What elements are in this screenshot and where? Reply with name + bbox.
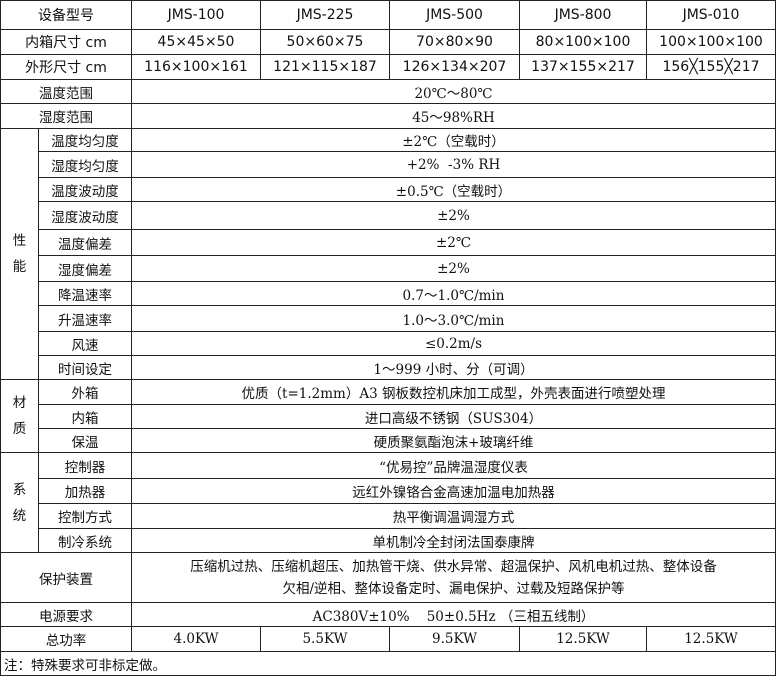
row-value: ≤0.2m/s [131, 331, 776, 356]
spec-row: 性能温度均匀度 ±2℃（空载时） [0, 128, 776, 380]
row-value: AC380V±10% 50±0.5Hz （三相五线制） [131, 602, 776, 627]
spec-row: 温度波动度 ±0.5℃（空载时） [1, 177, 776, 202]
spec-row: 系统控制器 “优易控”品牌温湿度仪表 [0, 452, 776, 553]
protection-line: 压缩机过热、压缩机超压、加热管干烧、供水异常、超温保护、风机电机过热、整体设备 [190, 558, 717, 575]
model-cell: JMS-800 [519, 0, 647, 30]
row-label: 升温速率 [38, 305, 132, 332]
inner-size-label: 内箱尺寸 cm [0, 29, 132, 55]
spec-row: 制冷系统 单机制冷全封闭法国泰康牌 [1, 528, 776, 553]
cell: 12.5KW [519, 626, 647, 652]
row-label: 湿度偏差 [38, 255, 132, 282]
cell: 9.5KW [389, 626, 520, 652]
spec-row: 风速 ≤0.2m/s [1, 331, 776, 356]
row-value: 20℃～80℃ [131, 79, 776, 104]
row-label: 控制器 [38, 452, 132, 479]
model-cell: JMS-500 [389, 0, 520, 30]
row-value: 远红外镍铬合金高速加温电加热器 [131, 478, 776, 504]
cell: 137×155×217 [519, 54, 647, 80]
row-label: 时间设定 [38, 355, 132, 380]
row-label: 保温 [38, 428, 132, 453]
cell: 45×45×50 [131, 29, 261, 55]
spec-row: 内箱 进口高级不锈钢（SUS304） [1, 404, 776, 429]
row-value: 热平衡调温调湿方式 [131, 503, 776, 529]
spec-row: 温度偏差 ±2℃ [1, 229, 776, 256]
row-label: 风速 [38, 331, 132, 356]
row-label: 降温速率 [38, 281, 132, 306]
spec-row: 保温 硬质聚氨酯泡沫+玻璃纤维 [1, 428, 776, 453]
note: 注：特殊要求可非标定做。 [0, 651, 776, 676]
row-label: 总功率 [0, 626, 132, 652]
spec-row: 湿度偏差 ±2% [1, 255, 776, 282]
row-value: ±0.5℃（空载时） [131, 177, 776, 202]
row-label: 内箱 [38, 404, 132, 429]
group-label: 系统 [0, 452, 39, 553]
cell: 100×100×100 [646, 29, 776, 55]
cell: 116×100×161 [131, 54, 261, 80]
cell: 156╳155╳217 [646, 54, 776, 80]
note-row: 注：特殊要求可非标定做。 [0, 651, 776, 676]
row-value: ±2℃（空载时） [131, 128, 776, 152]
cell: 4.0KW [131, 626, 261, 652]
spec-row: 加热器 远红外镍铬合金高速加温电加热器 [1, 478, 776, 504]
row-value: “优易控”品牌温湿度仪表 [131, 452, 776, 479]
model-cell: JMS-100 [131, 0, 261, 30]
row-value: 0.7～1.0℃/min [131, 281, 776, 306]
row-label: 控制方式 [38, 503, 132, 529]
model-cell: JMS-225 [260, 0, 390, 30]
row-value: ±2% [131, 255, 776, 282]
row-value: 硬质聚氨酯泡沫+玻璃纤维 [131, 428, 776, 453]
row-label: 温度范围 [0, 79, 132, 104]
row-value: ±2℃ [131, 229, 776, 256]
protection-line: 欠相/逆相、整体设备定时、漏电保护、过载及短路保护等 [282, 580, 625, 597]
row-label: 加热器 [38, 478, 132, 504]
row-value: 1.0～3.0℃/min [131, 305, 776, 332]
cell: 80×100×100 [519, 29, 647, 55]
row-value: 1～999 小时、分（可调） [131, 355, 776, 380]
spec-row: 降温速率 0.7～1.0℃/min [1, 281, 776, 306]
row-label: 湿度均匀度 [38, 151, 132, 178]
group-label: 性能 [0, 128, 39, 380]
row-label: 外箱 [38, 379, 132, 405]
row-value: +2% -3% RH [131, 151, 776, 178]
total-power-row: 总功率 4.0KW 5.5KW 9.5KW 12.5KW 12.5KW [0, 626, 776, 652]
model-label: 设备型号 [0, 0, 132, 30]
model-row: 设备型号 JMS-100 JMS-225 JMS-500 JMS-800 JMS… [0, 0, 776, 30]
hum-range-row: 湿度范围 45～98%RH [0, 103, 776, 129]
row-label: 制冷系统 [38, 528, 132, 553]
row-label: 保护装置 [0, 552, 132, 603]
outer-size-label: 外形尺寸 cm [0, 54, 132, 80]
row-value: 45～98%RH [131, 103, 776, 129]
cell: 121×115×187 [260, 54, 390, 80]
row-value: 优质（t=1.2mm）A3 钢板数控机床加工成型，外壳表面进行喷塑处理 [131, 379, 776, 405]
spec-row: 升温速率 1.0～3.0℃/min [1, 305, 776, 332]
row-label: 温度均匀度 [38, 128, 132, 152]
model-cell: JMS-010 [646, 0, 776, 30]
row-label: 温度偏差 [38, 229, 132, 256]
cell: 70×80×90 [389, 29, 520, 55]
cell: 50×60×75 [260, 29, 390, 55]
row-value: 压缩机过热、压缩机超压、加热管干烧、供水异常、超温保护、风机电机过热、整体设备欠… [131, 552, 776, 603]
spec-row: 时间设定 1～999 小时、分（可调） [1, 355, 776, 380]
power-req-row: 电源要求 AC380V±10% 50±0.5Hz （三相五线制） [0, 602, 776, 627]
row-label: 湿度波动度 [38, 201, 132, 230]
inner-size-row: 内箱尺寸 cm 45×45×50 50×60×75 70×80×90 80×10… [0, 29, 776, 55]
spec-row: 材质外箱 优质（t=1.2mm）A3 钢板数控机床加工成型，外壳表面进行喷塑处理 [0, 379, 776, 453]
spec-row: 湿度均匀度 +2% -3% RH [1, 151, 776, 178]
group-label: 材质 [0, 379, 39, 453]
cell: 126×134×207 [389, 54, 520, 80]
row-label: 湿度范围 [0, 103, 132, 129]
protection-row: 保护装置 压缩机过热、压缩机超压、加热管干烧、供水异常、超温保护、风机电机过热、… [0, 552, 776, 603]
cell: 5.5KW [260, 626, 390, 652]
cell: 12.5KW [646, 626, 776, 652]
row-value: ±2% [131, 201, 776, 230]
row-value: 进口高级不锈钢（SUS304） [131, 404, 776, 429]
row-label: 温度波动度 [38, 177, 132, 202]
row-value: 单机制冷全封闭法国泰康牌 [131, 528, 776, 553]
row-label: 电源要求 [0, 602, 132, 627]
outer-size-row: 外形尺寸 cm 116×100×161 121×115×187 126×134×… [0, 54, 776, 80]
spec-row: 控制方式 热平衡调温调湿方式 [1, 503, 776, 529]
spec-row: 湿度波动度 ±2% [1, 201, 776, 230]
temp-range-row: 温度范围 20℃～80℃ [0, 79, 776, 104]
